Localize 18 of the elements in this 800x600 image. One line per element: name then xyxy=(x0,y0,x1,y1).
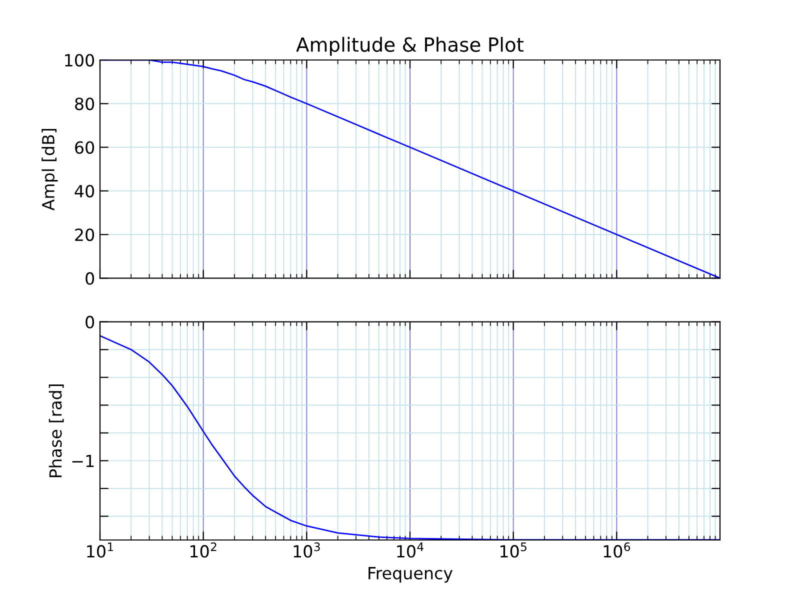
y-tick-label: 40 xyxy=(74,184,94,198)
chart-title: Amplitude & Phase Plot xyxy=(296,36,524,56)
x-tick-label: 10$^{3}$ xyxy=(294,542,320,558)
x-tick-label: 10$^{5}$ xyxy=(500,542,526,558)
y-tick-label: 60 xyxy=(75,141,94,154)
y-axis-title: Ampl [dB] xyxy=(42,128,58,211)
x-tick-label: 10$^{6}$ xyxy=(604,542,630,558)
x-tick-label: 10$^{1}$ xyxy=(87,542,114,558)
x-tick-label: 10$^{2}$ xyxy=(190,542,216,558)
y-tick-label: 80 xyxy=(75,98,94,110)
x-tick-label: 10$^{4}$ xyxy=(397,542,424,558)
y-tick-label: 20 xyxy=(75,228,94,242)
y-axis-title: Phase [rad] xyxy=(48,384,64,478)
y-tick-label: −1 xyxy=(72,454,94,468)
x-axis-title: Frequency xyxy=(368,567,453,583)
y-tick-label: 0 xyxy=(86,272,94,285)
y-tick-label: 100 xyxy=(65,54,94,67)
y-tick-label: 0 xyxy=(86,316,94,328)
